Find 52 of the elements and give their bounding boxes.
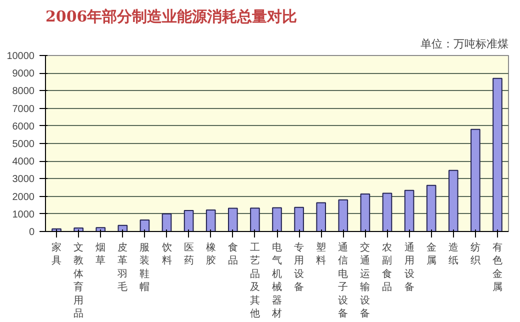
- bar: [228, 208, 238, 232]
- x-tick-label: 造纸: [448, 242, 458, 267]
- bar: [96, 227, 106, 232]
- x-tick-label: 纺织: [470, 242, 480, 267]
- y-tick-label: 0: [28, 227, 35, 238]
- x-tick-label: 医药: [184, 242, 194, 267]
- y-tick-label: 4000: [12, 156, 35, 168]
- bar: [470, 128, 480, 232]
- x-tick-label: 烟草: [96, 242, 106, 267]
- y-tick-label: 8000: [12, 86, 35, 98]
- bar: [448, 170, 458, 232]
- chart-subtitle: 单位：万吨标准煤: [420, 38, 508, 50]
- x-tick-label: 家具: [52, 242, 62, 267]
- y-tick-label: 7000: [12, 104, 35, 115]
- x-tick-label: 有色金属: [492, 242, 502, 294]
- bar: [338, 199, 348, 232]
- bar: [184, 210, 194, 232]
- y-tick-label: 5000: [12, 139, 35, 150]
- bar: [492, 78, 502, 232]
- x-tick-label: 专用设备: [294, 242, 304, 294]
- y-tick-label: 6000: [12, 121, 35, 132]
- bar: [250, 208, 260, 232]
- x-tick-label: 文教体育用品: [74, 242, 84, 320]
- x-tick-label: 金属: [426, 242, 436, 267]
- bar: [206, 210, 216, 232]
- y-tick-label: 2000: [12, 192, 35, 203]
- x-tick-label: 塑料: [316, 242, 326, 267]
- x-tick-label: 通信电子设备: [338, 242, 348, 320]
- bar: [272, 207, 282, 232]
- x-tick-label: 皮革羽毛: [118, 242, 128, 294]
- y-tick-label: 3000: [12, 174, 35, 186]
- bar: [162, 213, 172, 232]
- bar: [404, 190, 414, 232]
- y-tick-label: 1000: [12, 209, 35, 220]
- bar: [140, 220, 150, 232]
- x-tick-label: 食品: [228, 242, 238, 267]
- x-tick-label: 通用设备: [404, 242, 414, 294]
- bar: [294, 206, 304, 232]
- bar: [316, 202, 326, 232]
- x-tick-label: 工艺品及其他: [250, 242, 260, 320]
- bar: [382, 192, 392, 232]
- y-tick-label: 10000: [6, 51, 35, 62]
- bar: [426, 184, 436, 232]
- x-tick-label: 农副食品: [382, 242, 392, 294]
- x-tick-label: 服装鞋帽: [140, 242, 150, 294]
- x-tick-label: 电气机械器材: [271, 242, 282, 320]
- bar: [360, 194, 370, 232]
- x-tick-label: 交通运输设备: [360, 242, 370, 320]
- x-tick-label: 饮料: [160, 242, 172, 267]
- x-tick-label: 橡胶: [206, 242, 216, 267]
- chart-title: 2006年部分制造业能源消耗总量对比: [46, 8, 298, 26]
- y-tick-label: 9000: [12, 68, 35, 80]
